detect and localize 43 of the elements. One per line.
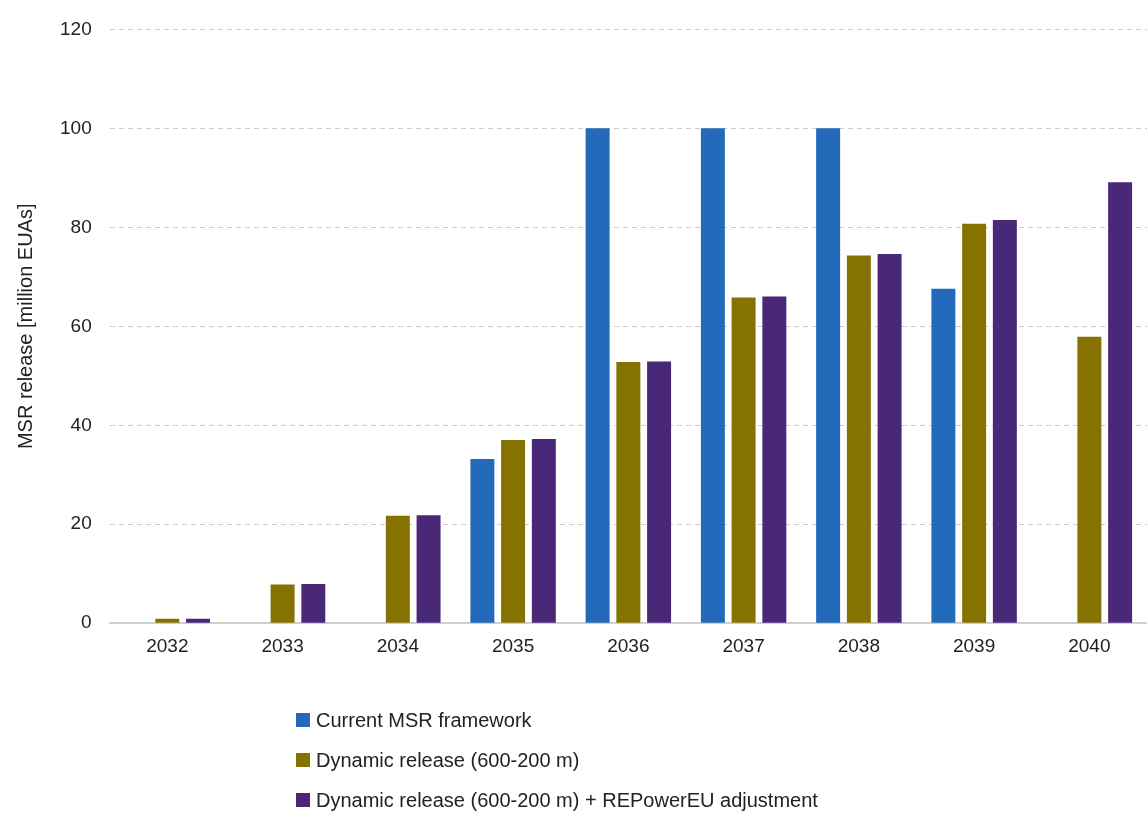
bar [816, 128, 841, 623]
x-tick-label: 2033 [261, 634, 304, 656]
y-tick-label: 120 [60, 17, 92, 39]
bar [762, 296, 787, 623]
bar [647, 361, 672, 623]
legend-label: Dynamic release (600-200 m) [316, 748, 580, 772]
bar [186, 618, 211, 623]
y-tick-label: 80 [70, 215, 92, 237]
y-tick-label: 20 [70, 512, 92, 534]
x-tick-label: 2039 [952, 634, 996, 656]
bar [470, 458, 495, 623]
bar [301, 584, 326, 623]
bar [501, 440, 526, 623]
bar [1108, 182, 1133, 623]
legend-label: Current MSR framework [316, 708, 532, 732]
x-tick-label: 2034 [376, 634, 420, 656]
y-tick-label: 0 [81, 611, 92, 633]
y-tick-label: 100 [60, 116, 92, 138]
x-tick-label: 2037 [722, 634, 765, 656]
bar [1077, 336, 1102, 623]
y-axis-title: MSR release [million EUAs] [13, 203, 36, 450]
y-tick-label: 60 [70, 314, 92, 336]
bar [416, 515, 441, 623]
x-tick-label: 2035 [491, 634, 535, 656]
x-tick-label: 2038 [837, 634, 880, 656]
bar [931, 288, 956, 623]
y-tick-label: 40 [70, 413, 92, 435]
bar [700, 128, 725, 623]
x-tick-label: 2040 [1068, 634, 1111, 656]
x-tick-label: 2036 [607, 634, 650, 656]
bar [385, 515, 410, 623]
bar [155, 618, 180, 623]
bar [731, 297, 756, 623]
x-tick-label: 2032 [146, 634, 189, 656]
bar [877, 254, 902, 623]
bar [270, 584, 295, 623]
bar [585, 128, 610, 623]
bar [846, 255, 871, 623]
bar [531, 439, 556, 623]
bar [616, 361, 641, 623]
legend-label: Dynamic release (600-200 m) + REPowerEU adjustment [316, 788, 818, 812]
bar [992, 219, 1017, 623]
bar [962, 223, 987, 623]
